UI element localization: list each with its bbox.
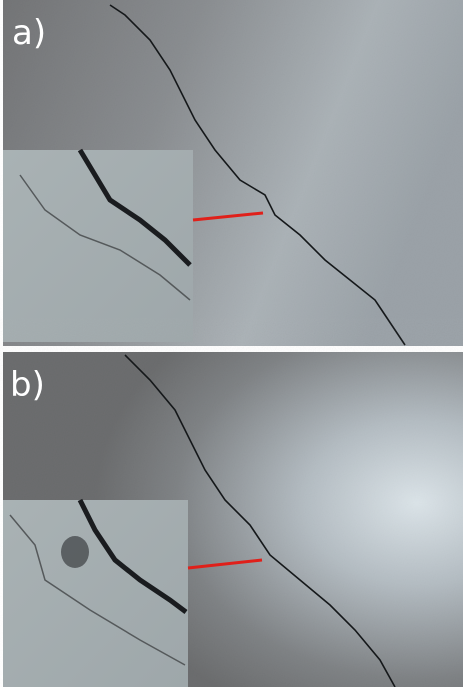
figure: a) b) <box>0 0 463 687</box>
inset-bump <box>61 536 89 568</box>
panel-a: a) <box>3 0 463 346</box>
panel-label: b) <box>10 365 45 405</box>
panel-label: a) <box>12 13 46 53</box>
panel-b: b) <box>3 352 463 687</box>
